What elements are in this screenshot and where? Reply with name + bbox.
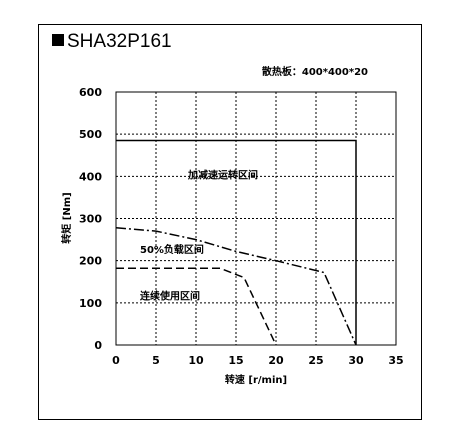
- y-axis-ticks: 0 100 200 300 400 500 600: [79, 86, 102, 352]
- annotation-label: 50%负载区间: [140, 243, 204, 256]
- series-line-3: [116, 267, 277, 346]
- plot-area-border: [115, 91, 397, 346]
- y-axis-label: 转矩 [Nm]: [60, 192, 73, 243]
- series-line-2: [115, 227, 357, 346]
- x-tick-label: 30: [348, 354, 364, 367]
- x-axis-label: 转速 [r/min]: [225, 373, 287, 386]
- y-tick-label: 300: [79, 213, 102, 226]
- y-tick-label: 600: [79, 86, 102, 99]
- y-tick-label: 500: [79, 128, 102, 141]
- x-tick-label: 10: [188, 354, 204, 367]
- x-tick-label: 15: [228, 354, 243, 367]
- annotation-label: 连续使用区间: [140, 289, 200, 302]
- x-tick-label: 0: [112, 354, 120, 367]
- chart-subtitle: 散热板：400*400*20: [262, 65, 368, 78]
- annotation-label: 加减速运转区间: [187, 168, 258, 181]
- square-bullet-icon: [52, 34, 64, 46]
- chart-title: SHA32P161: [52, 31, 172, 53]
- x-axis-ticks: 0 5 10 15 20 25 30 35: [112, 354, 403, 367]
- series-line-1: [116, 139, 357, 345]
- x-tick-label: 5: [152, 354, 160, 367]
- x-tick-label: 25: [308, 354, 323, 367]
- y-tick-label: 0: [94, 339, 102, 352]
- chart-title-text: SHA32P161: [67, 31, 172, 52]
- y-tick-label: 200: [79, 255, 102, 268]
- series-lines: [115, 139, 357, 346]
- y-tick-label: 400: [79, 170, 102, 183]
- x-tick-label: 35: [388, 354, 403, 367]
- x-tick-label: 20: [268, 354, 284, 367]
- y-tick-label: 100: [79, 297, 102, 310]
- grid: [116, 92, 396, 345]
- chart-frame: [38, 24, 422, 420]
